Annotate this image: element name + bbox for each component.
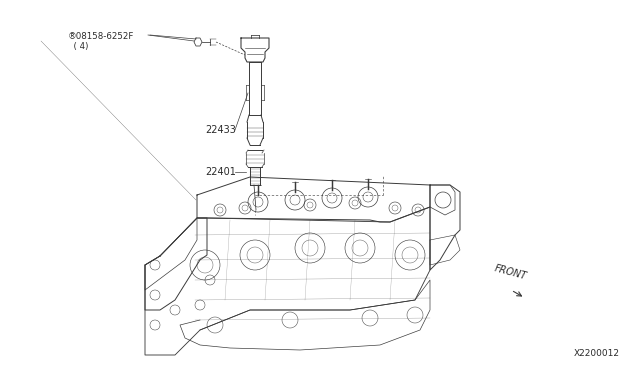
Text: 22401: 22401 xyxy=(205,167,236,177)
Text: ®08158-6252F
  ( 4): ®08158-6252F ( 4) xyxy=(68,32,134,51)
Text: 22433: 22433 xyxy=(205,125,236,135)
Text: X2200012: X2200012 xyxy=(574,349,620,358)
Text: FRONT: FRONT xyxy=(493,264,528,282)
